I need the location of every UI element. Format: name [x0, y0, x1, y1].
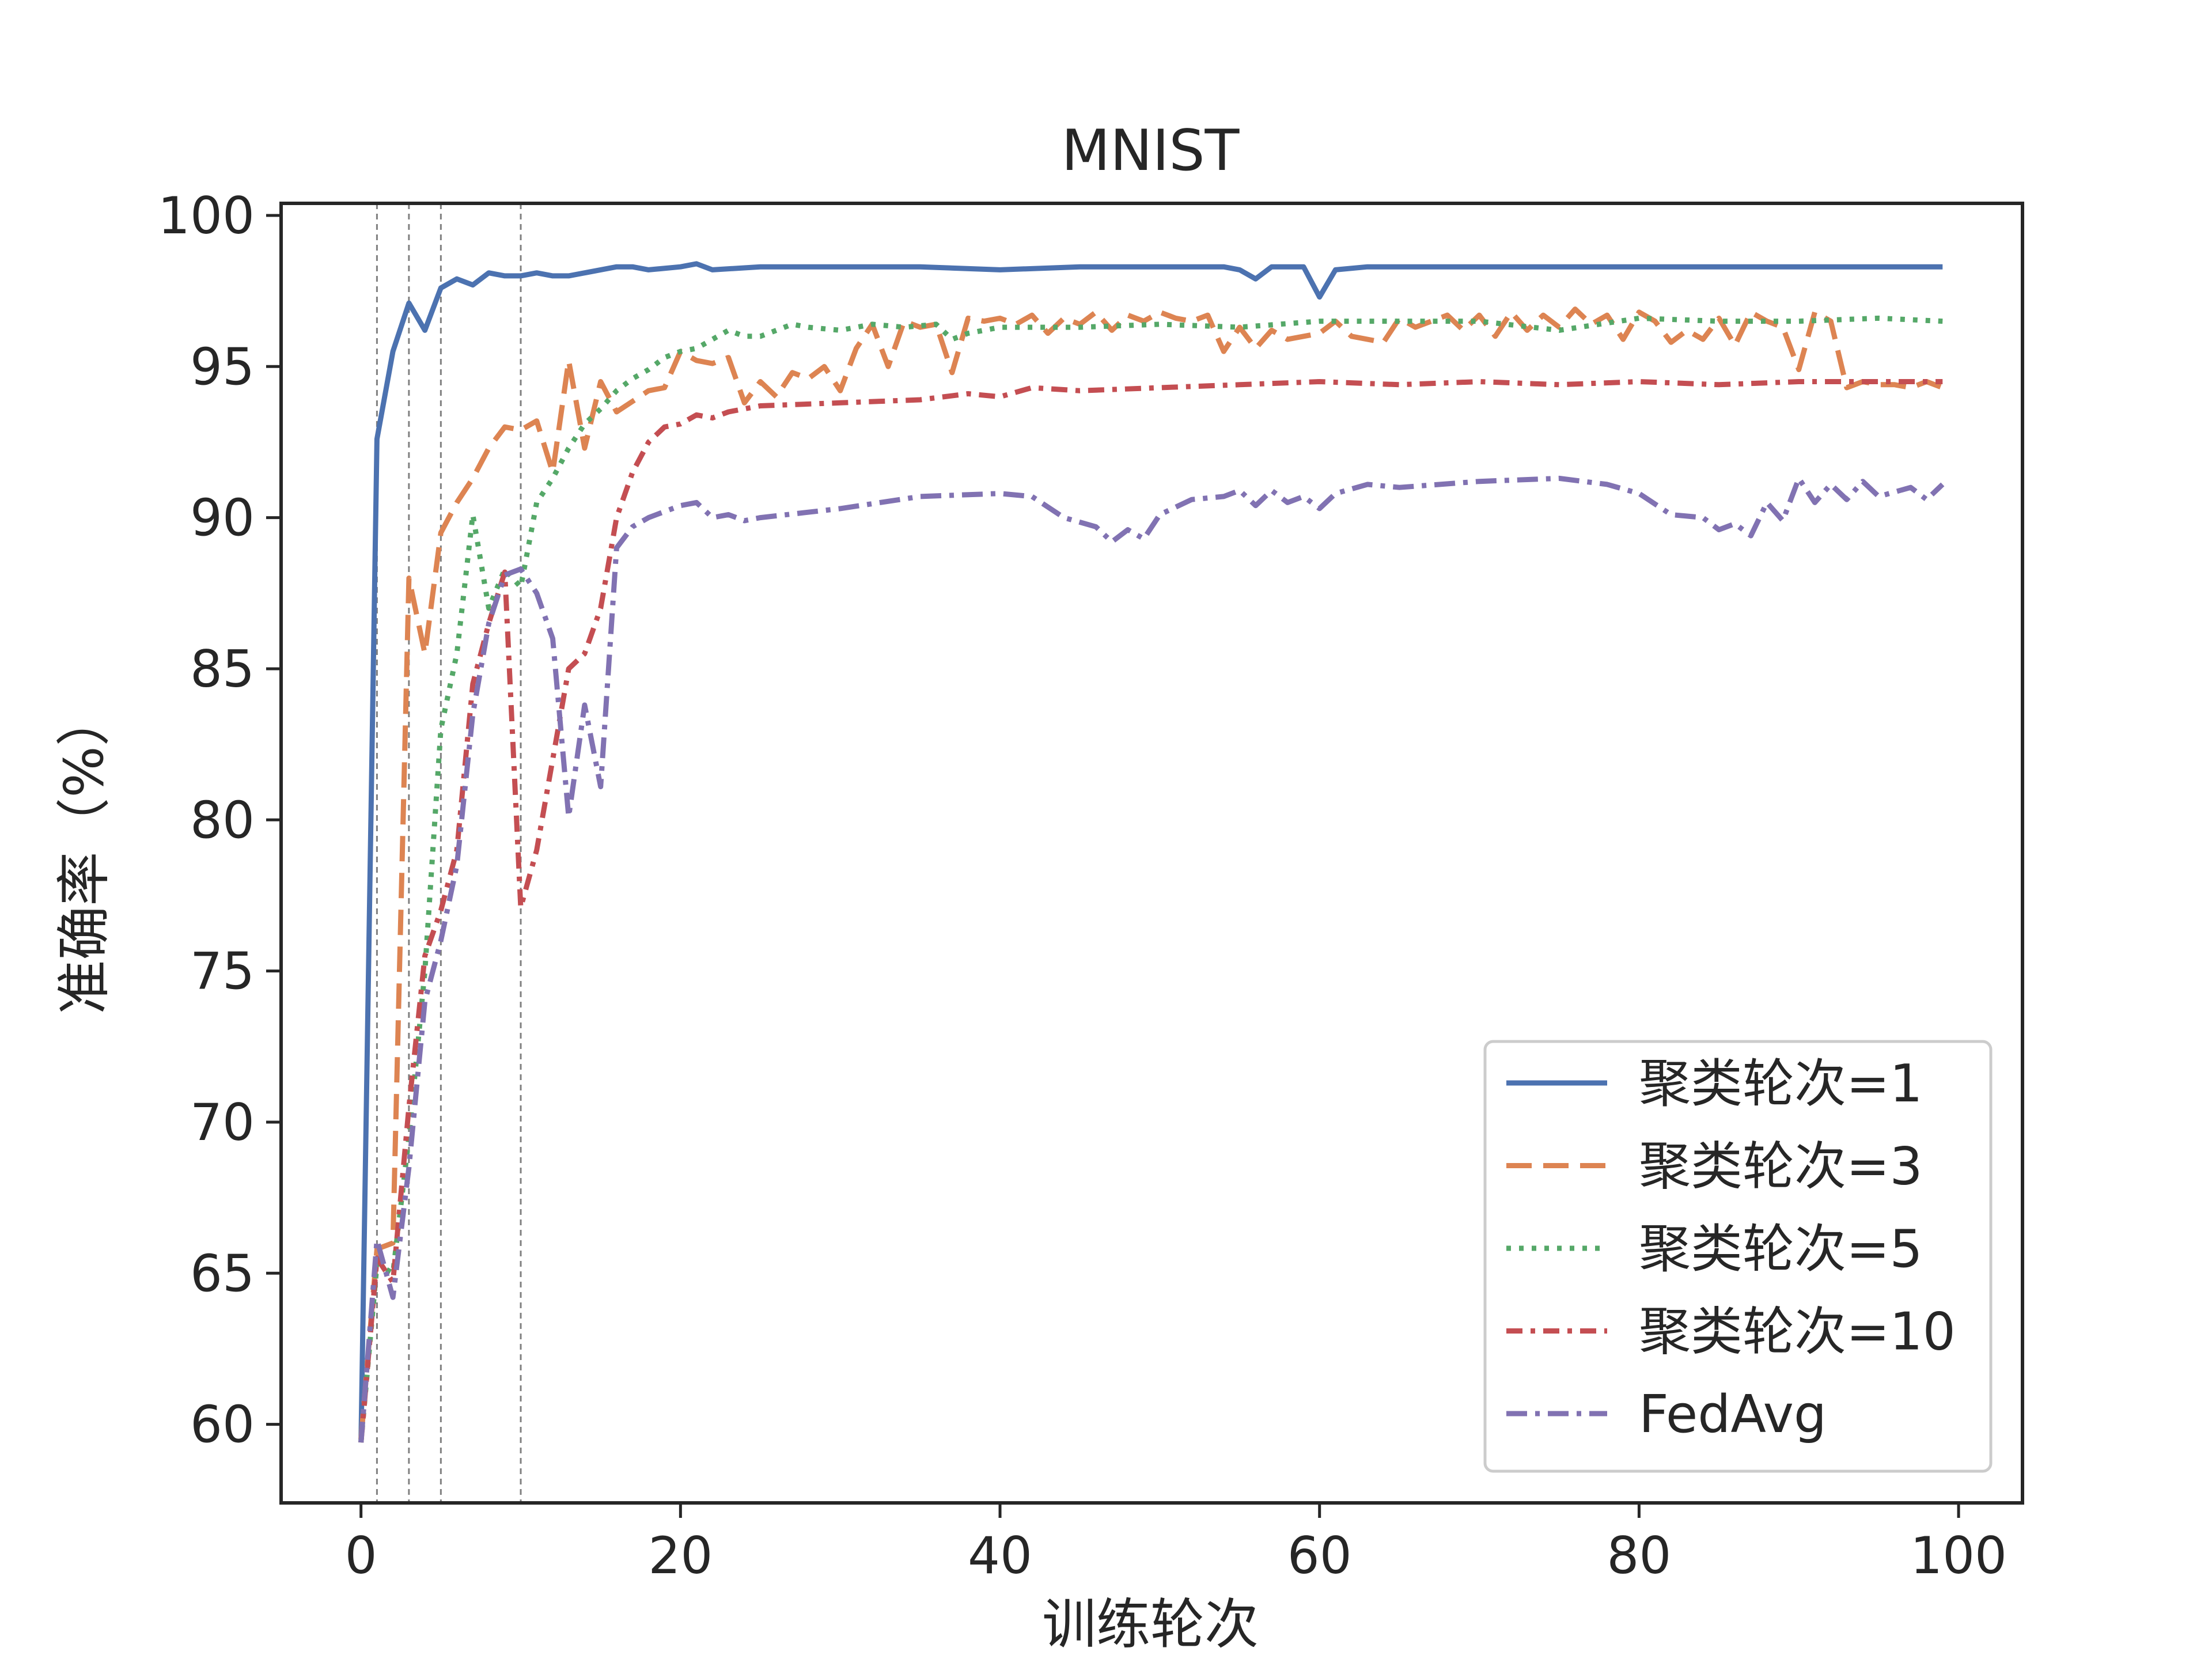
- legend-label: 聚类轮次=5: [1639, 1219, 1923, 1279]
- x-tick-label: 40: [968, 1526, 1032, 1585]
- x-axis-label: 训练轮次: [1042, 1593, 1259, 1656]
- legend-label: 聚类轮次=3: [1639, 1137, 1923, 1197]
- legend-label: FedAvg: [1639, 1384, 1827, 1445]
- legend-box: [1483, 1040, 1993, 1473]
- legend-label: 聚类轮次=10: [1639, 1302, 1956, 1362]
- x-tick-label: 100: [1910, 1526, 2007, 1585]
- y-tick-label: 100: [158, 186, 255, 245]
- series-line: [358, 315, 1943, 1443]
- x-tick-label: 0: [345, 1526, 377, 1585]
- x-axis-ticks: 0 20 40 60 80 100: [345, 1503, 2007, 1585]
- y-tick-label: 70: [190, 1093, 255, 1152]
- y-tick-label: 90: [190, 488, 255, 548]
- series-line: [358, 261, 1943, 1443]
- x-tick-label: 80: [1607, 1526, 1671, 1585]
- chart-title: MNIST: [1062, 118, 1240, 184]
- y-tick-label: 60: [190, 1395, 255, 1455]
- plot-frame: [279, 202, 2024, 1505]
- y-axis-ticks: 60 65 70 75 80 85 90 95 100: [158, 186, 281, 1455]
- legend: 聚类轮次=1 聚类轮次=3 聚类轮次=5 聚类轮次=10 FedAvg: [1483, 1040, 1993, 1473]
- series-line: [358, 475, 1945, 1443]
- y-tick-label: 85: [190, 639, 255, 699]
- series-line: [358, 379, 1943, 1443]
- series-line: [358, 306, 1944, 1440]
- y-tick-label: 95: [190, 337, 255, 396]
- plot-area: [358, 261, 1945, 1443]
- y-tick-label: 65: [190, 1244, 255, 1303]
- y-axis-label: 准确率（%）: [53, 692, 116, 1014]
- legend-label: 聚类轮次=1: [1639, 1054, 1923, 1114]
- x-tick-label: 20: [648, 1526, 713, 1585]
- y-tick-label: 80: [190, 790, 255, 850]
- x-tick-label: 60: [1287, 1526, 1352, 1585]
- y-tick-label: 75: [190, 942, 255, 1001]
